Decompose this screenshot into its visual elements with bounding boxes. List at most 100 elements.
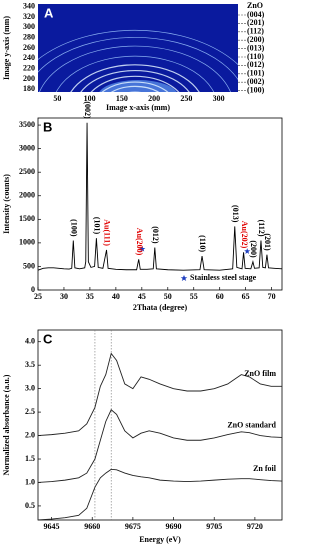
diffraction-ring xyxy=(101,81,169,92)
diffraction-ring xyxy=(110,85,160,92)
ring-label: (200) xyxy=(247,35,265,44)
y-tick-label: 3500 xyxy=(19,120,35,129)
series-line xyxy=(37,409,283,483)
diffraction-ring xyxy=(38,37,238,80)
diffraction-ring xyxy=(39,45,231,92)
peak-label: (110) xyxy=(198,235,207,252)
ring-title: ZnO xyxy=(247,1,263,10)
series-line xyxy=(37,468,283,521)
x-tick-label: 25 xyxy=(34,292,42,301)
peak-label: (012) xyxy=(151,226,160,244)
peak-label: Au(111) xyxy=(103,219,112,246)
plot-frame xyxy=(37,117,283,291)
x-axis-label: 2Thata (degree) xyxy=(133,303,188,312)
y-tick-label: 2.0 xyxy=(25,430,35,439)
y-tick-label: 1.5 xyxy=(25,454,35,463)
peak-label: (201) xyxy=(263,233,272,251)
ring-label: (101) xyxy=(247,69,265,78)
x-tick-label: 55 xyxy=(190,292,198,301)
peak-label: Au(202) xyxy=(240,221,249,249)
panel-label: B xyxy=(43,119,52,134)
x-tick-label: 9720 xyxy=(247,522,263,531)
x-tick-label: 65 xyxy=(242,292,250,301)
ring-label: (004) xyxy=(247,10,265,19)
y-tick-label: 180 xyxy=(23,84,35,93)
y-tick-label: 0.5 xyxy=(25,501,35,510)
ring-label: (002) xyxy=(247,77,265,86)
x-tick-label: 45 xyxy=(138,292,146,301)
y-axis-label: Image y-axis (mm) xyxy=(2,16,11,80)
diffraction-ring xyxy=(70,64,200,92)
y-tick-label: 2.5 xyxy=(25,407,35,416)
marker xyxy=(139,245,146,252)
y-tick-label: 4.0 xyxy=(25,337,35,346)
x-axis-label: Energy (eV) xyxy=(139,535,181,544)
x-tick-label: 100 xyxy=(84,94,96,103)
peak-label: (100) xyxy=(69,219,78,237)
ring-label: (201) xyxy=(247,18,265,27)
ring-label: (100) xyxy=(247,85,265,94)
series-label: ZnO film xyxy=(244,369,276,378)
peak-label: (200) xyxy=(249,240,258,258)
x-tick-label: 9660 xyxy=(84,522,100,531)
y-tick-label: 260 xyxy=(23,43,35,52)
diffraction-ring xyxy=(38,29,238,66)
x-tick-label: 40 xyxy=(112,292,120,301)
y-tick-label: 320 xyxy=(23,12,35,21)
x-tick-label: 9690 xyxy=(166,522,182,531)
x-tick-label: 35 xyxy=(86,292,94,301)
ring-label: (013) xyxy=(247,43,265,52)
peak-label: (101) xyxy=(93,217,102,235)
series-label: ZnO standard xyxy=(227,420,276,429)
y-tick-label: 200 xyxy=(23,74,35,83)
legend-label: Stainless steel stage xyxy=(190,273,257,282)
ring-label: (112) xyxy=(247,27,264,36)
diffraction-ring xyxy=(55,55,215,92)
series-line xyxy=(37,122,283,271)
x-tick-label: 150 xyxy=(116,94,128,103)
y-tick-label: 3.0 xyxy=(25,383,35,392)
x-tick-label: 50 xyxy=(164,292,172,301)
panel-label: A xyxy=(44,5,54,20)
y-tick-label: 220 xyxy=(23,64,35,73)
y-axis-label: Intensity (counts) xyxy=(2,174,11,234)
x-tick-label: 30 xyxy=(60,292,68,301)
y-tick-label: 280 xyxy=(23,32,35,41)
y-tick-label: 2500 xyxy=(19,167,35,176)
detector-image xyxy=(38,4,238,92)
y-tick-label: 3000 xyxy=(19,143,35,152)
x-tick-label: 300 xyxy=(213,94,225,103)
y-tick-label: 500 xyxy=(23,261,35,270)
x-tick-label: 60 xyxy=(216,292,224,301)
series-line xyxy=(37,352,282,437)
marker xyxy=(244,248,251,254)
figure: AZnO(004)(201)(112)(200)(013)(110)(012)(… xyxy=(2,1,283,544)
y-tick-label: 1.0 xyxy=(25,477,35,486)
x-tick-label: 200 xyxy=(148,94,160,103)
x-tick-label: 9645 xyxy=(44,522,60,531)
rings xyxy=(38,29,238,92)
y-tick-label: 1500 xyxy=(19,214,35,223)
ring-label: (110) xyxy=(247,52,264,61)
series-label: Zn foil xyxy=(253,464,277,473)
x-tick-label: 9705 xyxy=(206,522,222,531)
y-tick-label: 0 xyxy=(31,285,35,294)
x-tick-label: 250 xyxy=(180,94,192,103)
peak-label: Au(200) xyxy=(135,228,144,256)
diffraction-ring xyxy=(80,69,190,92)
x-tick-label: 70 xyxy=(268,292,276,301)
x-tick-label: 9675 xyxy=(125,522,141,531)
y-tick-label: 340 xyxy=(23,1,35,10)
peak-label: (002) xyxy=(83,101,92,119)
peak-label: (112) xyxy=(257,220,266,237)
y-tick-label: 3.5 xyxy=(25,360,35,369)
y-tick-label: 2000 xyxy=(19,191,35,200)
ring-label: (012) xyxy=(247,60,265,69)
diffraction-ring xyxy=(90,75,180,92)
y-tick-label: 300 xyxy=(23,22,35,31)
x-axis-label: Image x-axis (mm) xyxy=(106,103,170,112)
legend-marker xyxy=(180,275,188,281)
y-tick-label: 1000 xyxy=(19,238,35,247)
plot-frame xyxy=(37,329,283,521)
